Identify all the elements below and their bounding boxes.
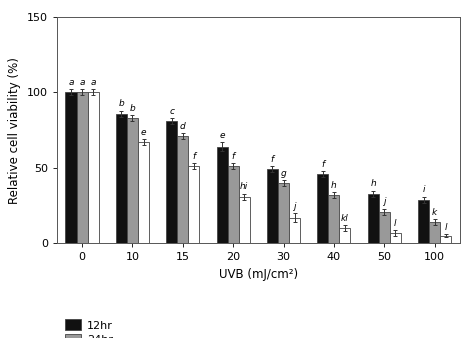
Text: b: b <box>118 99 124 108</box>
Bar <box>138 142 149 243</box>
Text: e: e <box>141 128 146 137</box>
Text: j: j <box>293 202 296 211</box>
Bar <box>390 233 401 243</box>
Text: g: g <box>281 169 286 178</box>
Bar <box>116 114 127 243</box>
Bar <box>65 92 76 243</box>
Bar <box>166 121 177 243</box>
Text: hi: hi <box>240 182 248 191</box>
Bar <box>188 166 200 243</box>
Bar <box>317 174 328 243</box>
Text: i: i <box>422 185 425 194</box>
Text: b: b <box>129 104 135 113</box>
Bar <box>267 169 278 243</box>
Bar <box>339 228 350 243</box>
Text: f: f <box>271 155 274 164</box>
Text: e: e <box>219 131 225 140</box>
Bar <box>217 147 228 243</box>
Text: f: f <box>321 160 324 169</box>
Text: j: j <box>383 197 385 207</box>
Text: f: f <box>232 152 235 161</box>
Legend: 12hr, 24hr, 48hr: 12hr, 24hr, 48hr <box>63 317 115 338</box>
Bar <box>379 212 390 243</box>
Text: l: l <box>394 218 397 227</box>
X-axis label: UVB (mJ/cm²): UVB (mJ/cm²) <box>219 268 298 281</box>
Bar <box>76 92 88 243</box>
Text: a: a <box>91 78 96 87</box>
Bar <box>88 92 99 243</box>
Text: h: h <box>370 179 376 188</box>
Bar <box>440 236 451 243</box>
Text: h: h <box>331 181 337 190</box>
Bar <box>177 136 188 243</box>
Text: d: d <box>180 122 186 131</box>
Bar <box>368 194 379 243</box>
Text: kl: kl <box>341 214 349 223</box>
Bar <box>429 222 440 243</box>
Bar <box>289 218 300 243</box>
Bar <box>278 183 289 243</box>
Bar <box>228 166 239 243</box>
Text: f: f <box>192 152 195 161</box>
Bar <box>239 197 250 243</box>
Text: a: a <box>68 78 74 87</box>
Bar <box>127 118 138 243</box>
Text: c: c <box>169 107 174 116</box>
Text: l: l <box>445 223 447 232</box>
Text: k: k <box>432 208 437 217</box>
Text: a: a <box>79 78 85 87</box>
Bar <box>328 195 339 243</box>
Y-axis label: Relative cell viability (%): Relative cell viability (%) <box>9 57 21 203</box>
Bar <box>418 199 429 243</box>
